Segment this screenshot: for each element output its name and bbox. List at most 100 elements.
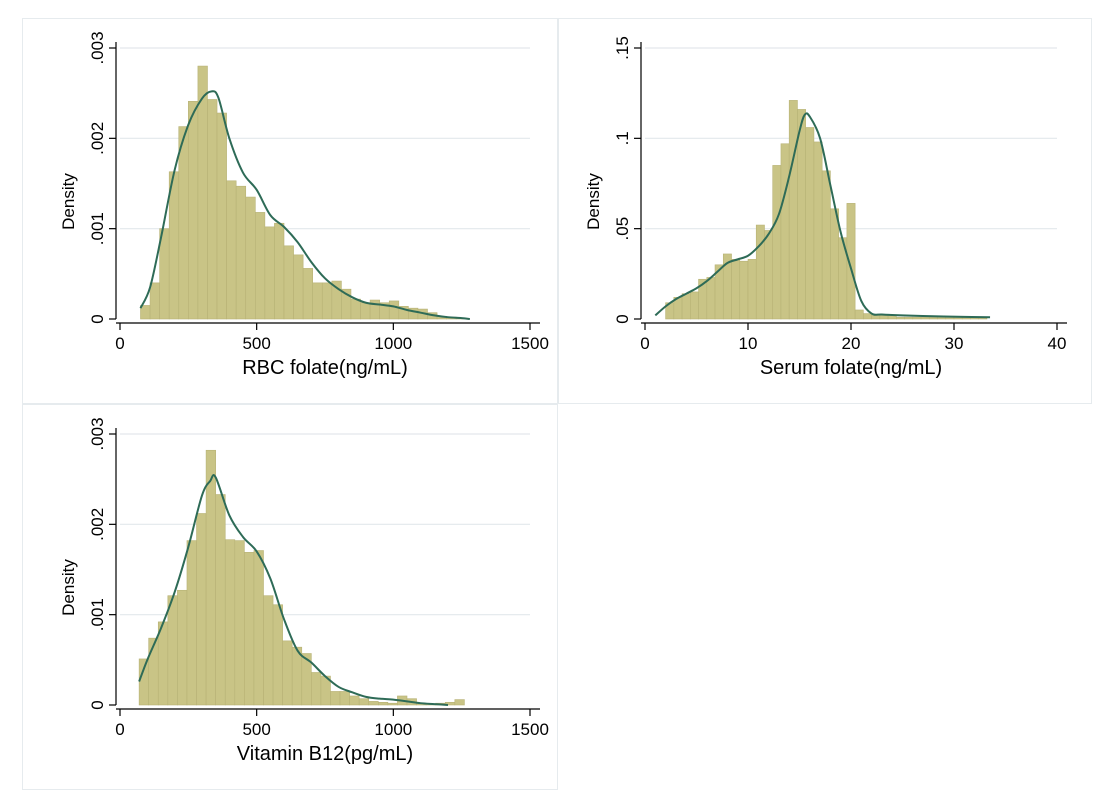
histogram-bar [244,552,255,706]
histogram-bar [177,589,188,706]
chart-svg: 0 .001 .002 .003 0 500 1000 1500 Vitamin B12(pg/… [59,417,549,765]
histogram-bar [293,254,304,320]
y-tick-label: .003 [88,417,107,450]
y-tick-label: .05 [613,217,632,241]
histogram-bar [263,595,274,706]
y-tick-label: .001 [88,212,107,245]
histogram-bar [321,282,333,320]
histogram-bar [739,260,749,320]
histogram-bar [274,222,285,320]
x-tick-label: 1500 [511,720,549,739]
x-tick-label: 0 [640,334,649,353]
histogram-bar [264,226,275,320]
x-tick-label: 0 [115,720,124,739]
histogram-bar [706,277,716,320]
histogram-bar [387,702,398,706]
histogram-bar [224,539,236,706]
histogram-bar [339,691,350,706]
x-tick-label: 500 [242,720,270,739]
x-tick-label: 20 [842,334,861,353]
histogram-bar [454,699,465,706]
histogram-bar [302,268,313,320]
histogram-bar [149,282,160,320]
x-tick-label: 40 [1048,334,1067,353]
y-axis-title: Density [59,173,78,230]
x-axis-title: RBC folate(ng/mL) [242,357,408,379]
histogram-bar [167,595,178,706]
histogram-bar [226,180,237,320]
histogram-bar [350,298,361,320]
histogram-bar [388,300,400,320]
x-tick-label: 0 [115,334,124,353]
y-tick-label: 0 [88,314,107,323]
y-tick-label: .002 [88,508,107,541]
chart-panel-serum-folate: 0 .05 .1 .15 0 10 20 30 40 Serum folate(ng/mL) Den… [558,18,1092,404]
y-tick-label: .1 [613,131,632,145]
histogram-bar [253,550,264,706]
x-axis-title: Serum folate(ng/mL) [760,357,942,379]
y-axis-title: Density [59,559,78,616]
x-tick-label: 30 [945,334,964,353]
y-tick-label: .002 [88,122,107,155]
chart-panel-rbc-folate: 0 .001 .002 .003 0 500 1000 1500 RBC folate(ng/m… [22,18,558,404]
histogram-bar [690,291,699,320]
histogram-bar [272,604,283,706]
x-tick-label: 1000 [374,720,412,739]
histogram-bar [157,621,169,706]
histogram-bar [731,259,741,320]
histogram-bar [896,316,905,320]
histogram-bar [283,245,294,320]
histogram-bar [312,282,323,320]
x-tick-label: 1500 [511,334,549,353]
histogram-bar [234,540,245,706]
y-axis-title: Density [584,173,603,230]
chart-panel-vitamin-b12: 0 .001 .002 .003 0 500 1000 1500 Vitamin B12(pg/… [22,404,558,790]
x-axis-title: Vitamin B12(pg/mL) [237,743,413,765]
histogram-bar [830,208,839,320]
histogram-bar [360,302,371,320]
histogram-bar [207,99,218,320]
histogram-bar [330,691,341,706]
x-tick-label: 1000 [374,334,412,353]
histogram-bar [912,316,922,320]
histogram-bar [821,170,831,320]
x-tick-label: 500 [242,334,270,353]
histogram-bar [311,672,322,706]
histogram-bar [178,126,189,320]
histogram-bar [245,196,256,320]
histogram-bar [788,100,798,320]
histogram-bar [780,143,790,320]
density-curve [654,112,991,319]
histogram-bar [186,540,197,706]
y-tick-label: .003 [88,31,107,64]
histogram-bar [235,185,247,320]
histogram-bar [377,701,389,706]
histogram-bar [215,494,226,706]
histogram-bar [196,513,207,706]
histogram-bar [349,695,360,706]
histogram-bar [879,315,889,320]
histogram-bar [255,212,266,320]
histogram-bar [863,313,872,320]
histogram-bar [216,112,227,320]
histogram-bar [904,316,914,320]
histogram-bar [358,698,370,706]
y-tick-label: .001 [88,598,107,631]
histogram-bar [282,640,293,706]
histogram-bar [764,230,774,320]
y-tick-label: .15 [613,36,632,60]
histogram-bar [188,100,199,320]
histogram-bar [772,165,782,320]
histogram-bar [205,449,216,706]
histogram-bar [291,646,303,706]
histogram-bar [805,127,815,320]
histogram-bar [747,259,757,320]
chart-svg: 0 .05 .1 .15 0 10 20 30 40 Serum folate(ng/mL) Den… [584,36,1067,379]
density-curve [139,90,470,320]
histogram-bar [148,637,159,706]
density-curve [138,474,449,706]
histogram-bar [797,109,806,320]
histogram-bar [920,316,930,320]
y-tick-label: 0 [88,700,107,709]
x-tick-label: 10 [739,334,758,353]
